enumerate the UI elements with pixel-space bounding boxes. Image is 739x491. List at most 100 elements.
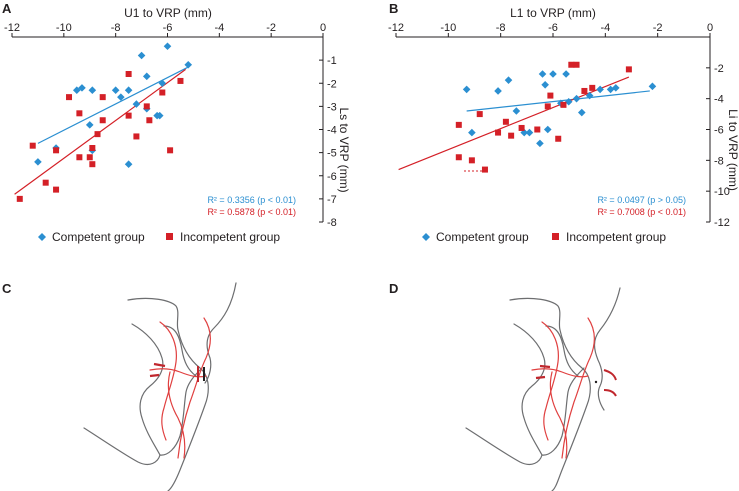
panel-b-point-competent: [572, 94, 581, 103]
panel-d-lower-incisor-after: [549, 371, 568, 459]
panel-b-point-competent: [585, 91, 594, 100]
panel-a-chart: A U1 to VRP (mm) -12 -10 -8 -6 -4 -2 0 -1-2-3-…: [2, 1, 351, 244]
panel-a-points: [16, 42, 193, 202]
panel-b-point-incompetent: [468, 157, 475, 164]
panel-a-x-ticks: -12 -10 -8 -6 -4 -2 0: [4, 22, 326, 37]
panel-b-point-incompetent: [455, 121, 462, 128]
panel-b-point-incompetent: [555, 135, 562, 142]
panel-b-trendline-incompetent: [398, 76, 630, 171]
panel-a-point-incompetent: [42, 179, 49, 186]
panel-a-point-incompetent: [29, 142, 36, 149]
panel-a-x-tick-label: -6: [163, 22, 173, 34]
panel-d-profile: D: [389, 281, 621, 491]
panel-b-legend-incompetent-marker: [552, 233, 559, 240]
panel-b-point-incompetent: [544, 103, 551, 110]
panel-a-y-tick-label: -7: [327, 194, 337, 206]
panel-c-mandible-before: [83, 427, 161, 466]
panel-a-x-tick-label: -12: [4, 22, 20, 34]
panel-a-y-tick-label: -1: [327, 55, 337, 67]
panel-b-y-tick-label: -6: [714, 125, 724, 137]
panel-d-soft-tissue-profile-after: [561, 317, 595, 459]
panel-a-letter: A: [2, 1, 12, 16]
panel-b-point-incompetent: [508, 132, 515, 139]
panel-b-point-incompetent: [455, 154, 462, 161]
panel-b-point-competent: [520, 128, 529, 137]
panel-a-point-incompetent: [66, 94, 73, 101]
panel-b-chart: B L1 to VRP (mm) -12 -10 -8 -6 -4 -2 0 -2-4-6-…: [388, 1, 739, 244]
panel-a-x-axis-title: U1 to VRP (mm): [124, 6, 212, 20]
panel-b-y-axis-title: Li to VRP (mm): [726, 109, 739, 191]
panel-b-point-competent: [596, 85, 604, 94]
panel-b-point-competent: [549, 70, 557, 78]
panel-b-point-competent: [543, 125, 552, 134]
panel-a-legend: Competent group Incompetent group: [38, 230, 280, 244]
panel-b-point-competent: [564, 97, 573, 106]
panel-b-point-competent: [462, 85, 471, 94]
panel-c-lower-lip-marker: [149, 373, 160, 378]
panel-b-x-tick-label: -10: [440, 22, 456, 34]
panel-a-point-incompetent: [53, 186, 60, 193]
panel-a-trendline-competent: [37, 66, 189, 144]
panel-b-point-competent: [612, 84, 620, 92]
panel-b-trendline-competent: [466, 90, 650, 112]
panel-d-lower-lip-marker: [535, 375, 546, 380]
panel-b-point-competent: [541, 80, 549, 89]
panel-a-y-tick-label: -5: [327, 148, 337, 160]
panel-b-r2-competent: R² = 0.0497 (p > 0.05): [597, 195, 686, 205]
panel-b-point-competent: [525, 128, 534, 137]
panel-b-point-competent: [577, 108, 586, 117]
panel-a-point-incompetent: [99, 117, 106, 124]
panel-b-y-tick-label: -2: [714, 63, 724, 75]
panel-a-point-incompetent: [53, 147, 60, 154]
panel-b-point-incompetent: [534, 126, 541, 133]
panel-a-r2-incompetent: R² = 0.5878 (p < 0.01): [207, 207, 296, 217]
panel-a-x-tick-label: -8: [111, 22, 121, 34]
panel-b-point-competent: [494, 87, 502, 95]
panel-b-y-ticks: -2 -4 -6 -8 -10 -12: [706, 63, 730, 229]
panel-c-soft-tissue-profile-after: [177, 317, 211, 459]
panel-a-point-incompetent: [76, 110, 83, 117]
panel-a-point-competent: [142, 72, 151, 81]
panel-a-point-incompetent: [86, 154, 93, 161]
panel-a-legend-competent-label: Competent group: [52, 230, 145, 244]
panel-b-point-incompetent: [573, 61, 580, 68]
panel-b-x-tick-label: -2: [653, 22, 663, 34]
panel-a-point-incompetent: [16, 195, 23, 202]
panel-a-point-competent: [124, 160, 133, 168]
panel-a-legend-incompetent-marker: [166, 233, 173, 240]
panel-b-point-incompetent: [568, 61, 575, 68]
panel-b-point-incompetent: [625, 66, 632, 73]
panel-a-y-tick-label: -3: [327, 101, 337, 113]
panel-b-points: [455, 61, 657, 173]
panel-d-lower-lip-change-arc: [603, 389, 617, 397]
panel-d-soft-tissue-profile-before: [509, 297, 591, 491]
panel-d-lip-inner-before: [545, 325, 579, 377]
panel-b-legend-competent-label: Competent group: [436, 230, 529, 244]
panel-b-point-competent: [504, 76, 513, 84]
panel-b-point-incompetent: [495, 129, 502, 136]
panel-b-x-tick-label: -6: [548, 22, 558, 34]
panel-a-point-competent: [155, 111, 164, 120]
panel-a-y-axis-title: Ls to VRP (mm): [337, 107, 351, 192]
panel-c-soft-tissue-profile-before: [127, 297, 209, 491]
panel-d-upper-lip-marker: [539, 364, 551, 369]
panel-d-landmark-dot: [594, 380, 598, 384]
panel-a-point-competent: [132, 100, 141, 108]
panel-b-point-incompetent: [502, 118, 509, 125]
panel-a-x-tick-label: 0: [320, 22, 326, 34]
panel-a-x-tick-label: -10: [56, 22, 72, 34]
panel-a-y-ticks: -1 -2 -3 -4 -5 -6 -7 -8: [319, 55, 337, 229]
panel-b-x-ticks: -12 -10 -8 -6 -4 -2 0: [388, 22, 713, 37]
panel-d-upper-lip-outline-before: [593, 287, 621, 411]
panel-a-point-competent: [78, 84, 86, 92]
panel-a-point-competent: [137, 51, 146, 60]
panel-b-x-tick-label: -12: [388, 22, 404, 34]
panel-b-point-incompetent: [481, 166, 488, 173]
panel-a-point-incompetent: [143, 103, 150, 110]
panel-a-point-competent: [88, 86, 97, 94]
panel-a-point-incompetent: [76, 154, 83, 161]
panel-a-point-incompetent: [99, 94, 106, 101]
panel-a-point-competent: [163, 42, 172, 51]
panel-a-point-competent: [111, 86, 120, 94]
